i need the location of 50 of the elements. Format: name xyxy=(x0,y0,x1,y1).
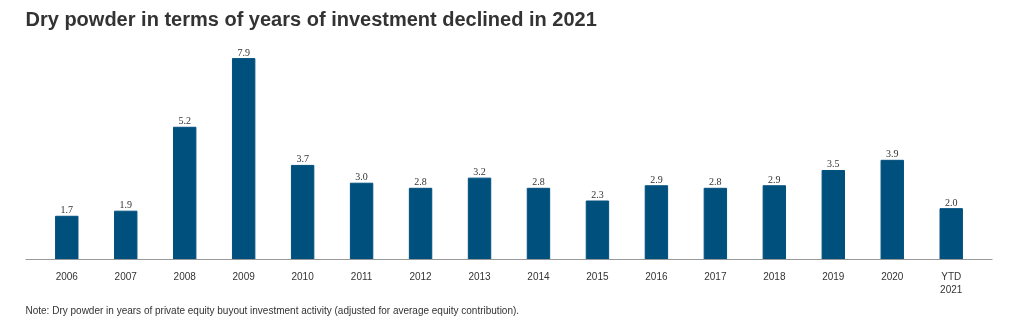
data-label: 2.0 xyxy=(944,196,958,208)
data-label: 1.7 xyxy=(60,204,74,216)
data-label: 3.2 xyxy=(473,166,486,178)
bar xyxy=(231,58,256,260)
bar xyxy=(173,126,197,260)
x-tick-label: 2012 xyxy=(409,270,433,282)
data-label: 2.9 xyxy=(768,173,781,185)
x-tick-label: YTD 2021 xyxy=(940,270,963,295)
bar xyxy=(467,177,492,260)
x-tick-label: 2013 xyxy=(468,270,492,282)
bar xyxy=(526,187,551,260)
bar xyxy=(644,185,669,260)
data-label: 1.9 xyxy=(119,199,132,211)
bar xyxy=(408,187,433,260)
x-tick-label: 2015 xyxy=(586,270,610,282)
x-tick-label: 2010 xyxy=(291,270,315,282)
x-tick-label: 2008 xyxy=(173,270,197,282)
bar xyxy=(703,187,728,260)
x-tick-label: 2009 xyxy=(232,270,256,282)
data-label: 3.7 xyxy=(296,153,309,165)
x-tick-label: 2020 xyxy=(881,270,904,282)
x-tick-label: 2017 xyxy=(704,270,727,282)
data-label: 3.0 xyxy=(355,171,368,183)
data-label: 2.8 xyxy=(414,176,427,188)
bar xyxy=(585,200,610,260)
chart-title: Dry powder in terms of years of investment declined in 2021 xyxy=(25,7,597,30)
x-tick-label: 2018 xyxy=(763,270,786,282)
x-tick-label: 2016 xyxy=(645,270,668,282)
bar xyxy=(290,164,315,260)
bar xyxy=(55,215,79,260)
x-tick-label: 2007 xyxy=(114,270,138,282)
bar xyxy=(880,159,904,260)
data-label: 2.8 xyxy=(709,176,722,188)
bar xyxy=(349,182,374,260)
bar xyxy=(762,185,787,260)
x-tick-label: 2006 xyxy=(55,270,79,282)
bar xyxy=(114,210,138,260)
data-label: 7.9 xyxy=(237,46,250,58)
x-tick-label: 2014 xyxy=(527,270,551,282)
x-tick-label: 2011 xyxy=(350,270,373,282)
data-label: 2.9 xyxy=(650,173,663,185)
data-label: 2.8 xyxy=(532,176,545,188)
bar xyxy=(939,208,963,260)
data-label: 3.9 xyxy=(886,148,899,160)
x-tick-label: 2019 xyxy=(822,270,845,282)
data-label: 3.5 xyxy=(827,158,840,170)
bar xyxy=(821,170,845,260)
text: Note: Dry powder in years of private equity buyout investment activity (adjusted for average equity contribution). xyxy=(25,304,520,316)
data-label: 2.3 xyxy=(591,189,604,201)
data-label: 5.2 xyxy=(178,115,191,127)
